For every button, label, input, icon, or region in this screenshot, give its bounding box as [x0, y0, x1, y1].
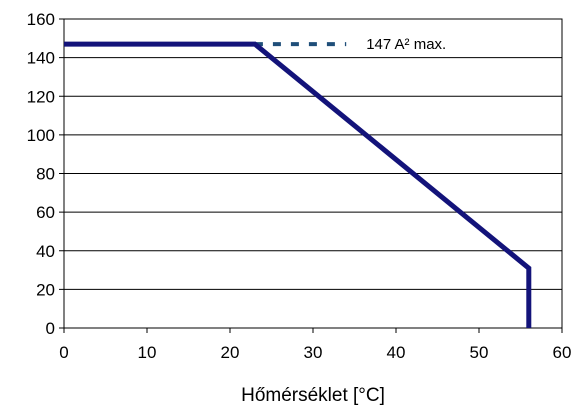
y-tick-label: 60 [36, 203, 55, 222]
x-tick-label: 30 [304, 343, 323, 362]
y-tick-label: 140 [27, 49, 55, 68]
x-tick-label: 60 [553, 343, 572, 362]
y-tick-label: 160 [27, 10, 55, 29]
x-tick-label: 20 [221, 343, 240, 362]
annotation-label: 147 A² max. [366, 36, 446, 53]
x-axis-title: Hőmérséklet [°C] [241, 385, 385, 406]
y-tick-label: 120 [27, 87, 55, 106]
series-group [64, 41, 532, 328]
y-tick-label: 40 [36, 242, 55, 261]
y-tick-labels: 0 20 40 60 80 100 120 140 160 [27, 10, 55, 338]
x-tick-label: 40 [387, 343, 406, 362]
y-tick-label: 20 [36, 280, 55, 299]
x-tick-label: 10 [138, 343, 157, 362]
x-tick-label: 50 [470, 343, 489, 362]
y-tick-label: 0 [46, 319, 55, 338]
x-tick-label: 0 [59, 343, 68, 362]
x-tick-labels: 0 10 20 30 40 50 60 [59, 343, 571, 362]
series-line [64, 41, 532, 328]
y-tick-label: 80 [36, 165, 55, 184]
grid-lines [59, 18, 563, 333]
y-tick-label: 100 [27, 126, 55, 145]
